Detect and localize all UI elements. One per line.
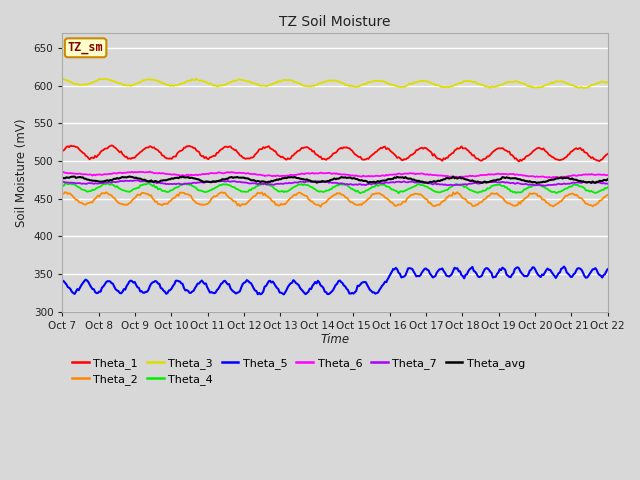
Theta_5: [191, 285, 199, 291]
Theta_3: [455, 81, 463, 86]
Theta_5: [285, 282, 293, 288]
Line: Theta_avg: Theta_avg: [62, 177, 608, 183]
Theta_2: [236, 204, 244, 209]
Theta_6: [548, 175, 556, 180]
Line: Theta_4: Theta_4: [62, 183, 608, 193]
Theta_6: [403, 171, 411, 177]
Theta_5: [314, 278, 322, 284]
Theta_7: [604, 181, 612, 187]
Theta_4: [458, 182, 465, 188]
Theta_3: [452, 81, 460, 87]
Theta_3: [275, 78, 282, 84]
Theta_1: [276, 153, 284, 159]
Theta_7: [403, 180, 411, 185]
Theta_6: [456, 174, 464, 180]
Theta_5: [383, 279, 390, 285]
Theta_3: [486, 85, 494, 91]
Theta_2: [275, 203, 282, 208]
Theta_3: [124, 83, 132, 88]
Theta_6: [237, 170, 245, 176]
Theta_6: [276, 173, 284, 179]
Line: Theta_3: Theta_3: [62, 79, 608, 88]
Theta_avg: [124, 174, 132, 180]
Theta_3: [236, 76, 244, 82]
Theta_5: [280, 291, 287, 297]
Theta_4: [58, 183, 66, 189]
Theta_1: [125, 156, 133, 161]
Theta_4: [404, 186, 412, 192]
Theta_2: [403, 196, 411, 202]
Theta_1: [108, 143, 115, 148]
Theta_5: [213, 288, 221, 293]
Theta_7: [456, 182, 464, 188]
Theta_5: [340, 283, 348, 288]
Theta_2: [455, 191, 463, 197]
Line: Theta_7: Theta_7: [62, 180, 608, 186]
Theta_6: [604, 172, 612, 178]
Theta_4: [604, 184, 612, 190]
Legend: Theta_1, Theta_2, Theta_3, Theta_4, Theta_5, Theta_6, Theta_7, Theta_avg: Theta_1, Theta_2, Theta_3, Theta_4, Thet…: [68, 353, 530, 390]
Theta_avg: [454, 176, 461, 181]
Theta_1: [403, 156, 411, 161]
Theta_5: [82, 277, 90, 283]
Theta_6: [58, 169, 66, 175]
Theta_1: [515, 158, 523, 164]
Line: Theta_1: Theta_1: [62, 145, 608, 161]
Theta_4: [125, 189, 133, 195]
Theta_7: [276, 181, 284, 187]
X-axis label: Time: Time: [321, 334, 349, 347]
Line: Theta_2: Theta_2: [62, 192, 608, 207]
Theta_avg: [58, 176, 66, 181]
Theta_avg: [401, 174, 409, 180]
Line: Theta_5: Theta_5: [62, 280, 387, 294]
Theta_1: [58, 148, 66, 154]
Theta_6: [146, 168, 154, 174]
Theta_7: [454, 181, 461, 187]
Theta_1: [604, 151, 612, 157]
Theta_5: [93, 290, 100, 296]
Theta_2: [604, 192, 612, 198]
Theta_1: [454, 145, 461, 151]
Theta_2: [317, 204, 324, 210]
Title: TZ Soil Moisture: TZ Soil Moisture: [279, 15, 391, 29]
Text: TZ_sm: TZ_sm: [68, 41, 104, 54]
Theta_7: [124, 178, 132, 184]
Theta_7: [237, 180, 245, 185]
Theta_7: [58, 179, 66, 185]
Theta_4: [104, 180, 111, 186]
Theta_1: [237, 153, 245, 159]
Theta_3: [604, 79, 612, 85]
Theta_avg: [532, 180, 540, 186]
Theta_4: [395, 191, 403, 196]
Theta_4: [237, 189, 245, 194]
Theta_avg: [604, 177, 612, 182]
Theta_avg: [456, 174, 464, 180]
Theta_avg: [449, 174, 457, 180]
Theta_avg: [236, 175, 244, 180]
Theta_6: [124, 169, 132, 175]
Theta_5: [58, 277, 66, 283]
Theta_3: [58, 76, 66, 82]
Theta_4: [455, 182, 463, 188]
Theta_avg: [275, 177, 282, 183]
Theta_2: [124, 202, 132, 207]
Theta_4: [276, 189, 284, 194]
Theta_6: [454, 174, 461, 180]
Line: Theta_6: Theta_6: [62, 171, 608, 178]
Theta_7: [132, 178, 140, 183]
Theta_2: [458, 194, 465, 200]
Theta_2: [58, 191, 66, 197]
Theta_2: [454, 189, 461, 195]
Y-axis label: Soil Moisture (mV): Soil Moisture (mV): [15, 118, 28, 227]
Theta_1: [456, 145, 464, 151]
Theta_3: [401, 84, 409, 89]
Theta_7: [541, 183, 548, 189]
